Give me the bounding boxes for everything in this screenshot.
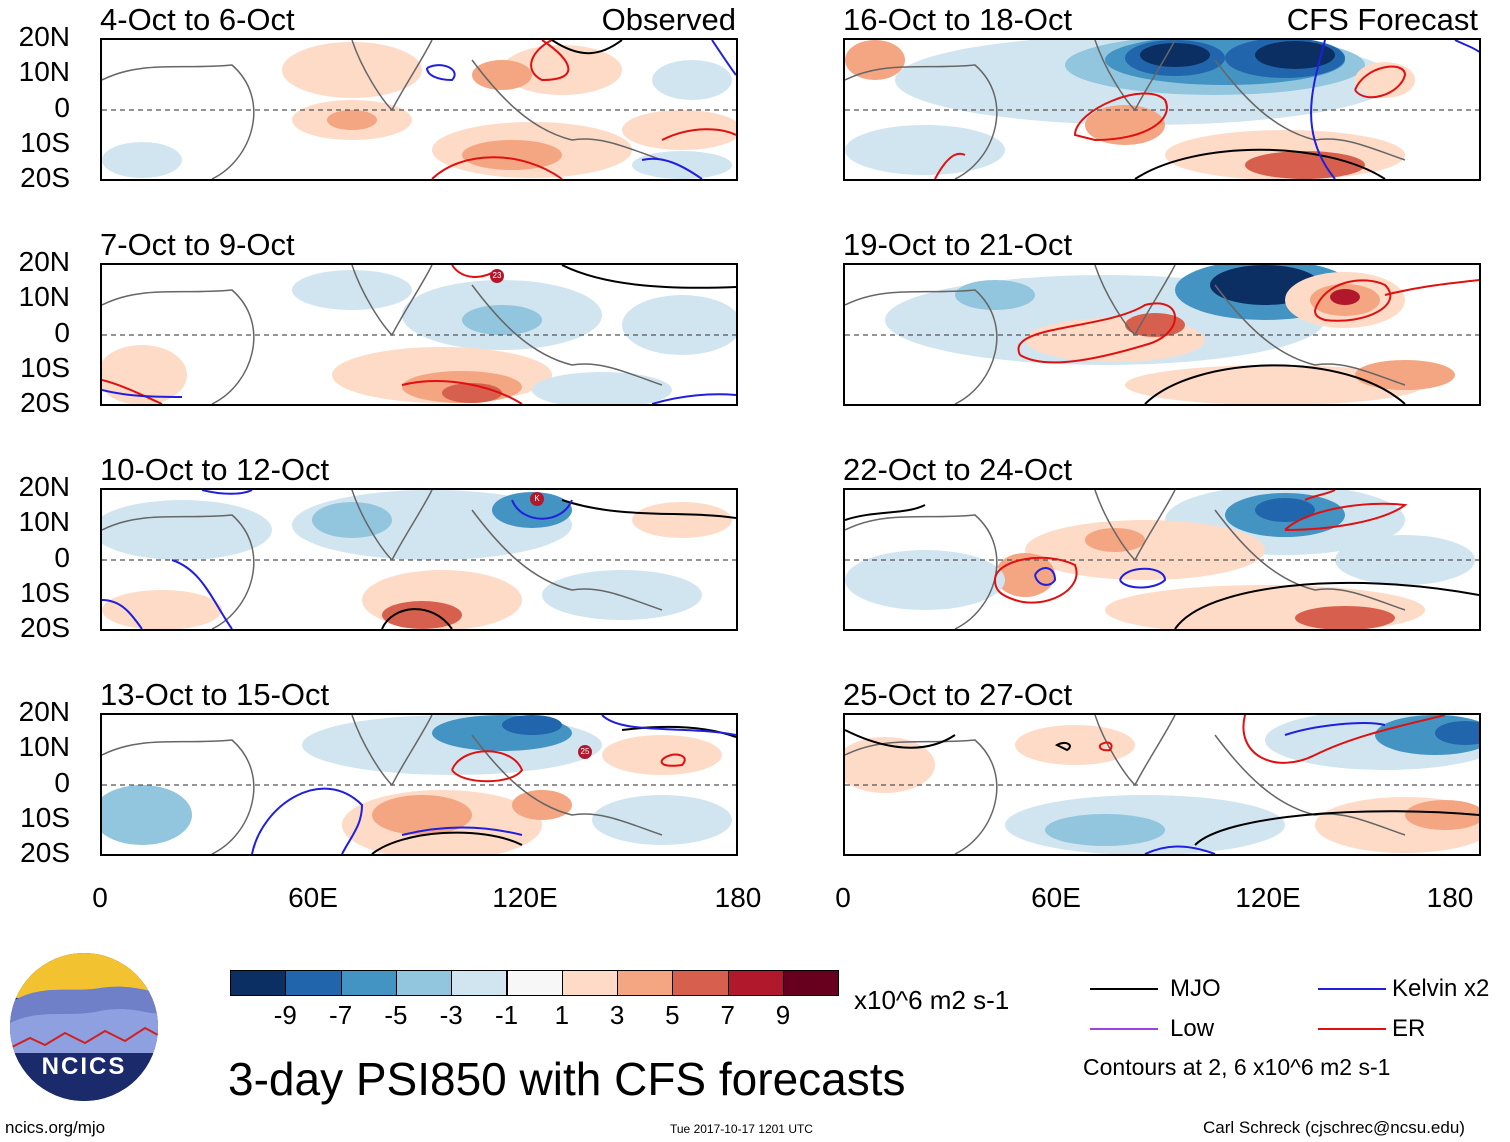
lat-label: 20N [18,246,70,277]
colorbar-swatch [561,970,619,996]
shading [102,270,736,404]
colorbar-swatch [451,970,508,996]
map-panel: 25 [100,713,738,856]
lat-label: 0 [54,92,70,123]
colorbar-tick-label: 7 [720,1000,735,1030]
lat-label: 20N [18,471,70,502]
timestamp: Tue 2017-10-17 1201 UTC [670,1122,813,1136]
lat-label: 10S [20,577,70,608]
panel-title: 10-Oct to 12-Oct [100,452,330,487]
map-panel [843,713,1481,856]
lon-label: 180 [1426,882,1474,913]
colorbar-tick-label: 3 [609,1000,625,1030]
lat-label: 20N [18,21,70,52]
er-label: ER [1392,1015,1426,1042]
storm-marker: K [530,492,544,506]
units-label: x10^6 m2 s-1 [854,985,1010,1015]
panel-title: 16-Oct to 18-Oct [843,2,1073,37]
lat-label: 10N [18,56,70,87]
logo-text: NCICS [41,1053,127,1080]
lat-label: 10N [18,731,70,762]
cfs-forecast-label: CFS Forecast [1286,2,1478,37]
panel-title: 4-Oct to 6-Oct [100,2,295,37]
lat-label: 20N [18,696,70,727]
colorbar-swatch [506,970,563,996]
colorbar-swatch [783,970,840,996]
low-label: Low [1170,1015,1215,1042]
shading [845,715,1479,854]
colorbar-swatch [285,970,342,996]
panel-title: 19-Oct to 21-Oct [843,227,1073,262]
colorbar-swatch [672,970,729,996]
contours-note: Contours at 2, 6 x10^6 m2 s-1 [1083,1054,1391,1080]
colorbar-tick-label: -5 [384,1000,408,1030]
panel-title: 7-Oct to 9-Oct [100,227,295,262]
low-line [1090,1028,1158,1030]
colorbar-tick-label: -7 [329,1000,353,1030]
lat-label: 10S [20,802,70,833]
lat-label: 0 [54,317,70,348]
colorbar-swatch [727,970,784,996]
main-title: 3-day PSI850 with CFS forecasts [228,1053,906,1105]
lon-label: 60E [1031,882,1081,913]
lon-label: 120E [492,882,558,913]
panel-title: 25-Oct to 27-Oct [843,677,1073,712]
lat-label: 10S [20,352,70,383]
colorbar-tick-label: 9 [775,1000,791,1030]
panel-title: 13-Oct to 15-Oct [100,677,330,712]
colorbar-tick-label: 5 [665,1000,680,1030]
website-link[interactable]: ncics.org/mjo [5,1118,106,1137]
lat-label: 20S [20,837,70,868]
lon-label: 0 [835,882,851,913]
colorbar-tick-label: -3 [439,1000,463,1030]
storm-marker: 25 [578,745,592,759]
map-panel [843,263,1481,406]
kelvin-line [1318,988,1386,990]
lon-label: 180 [714,882,762,913]
er-line [1318,1028,1386,1030]
map-panel: K [100,488,738,631]
lat-label: 0 [54,767,70,798]
map-panel [843,38,1481,181]
colorbar-tick-label: -9 [273,1000,297,1030]
lon-label: 120E [1235,882,1301,913]
author: Carl Schreck (cjschrec@ncsu.edu) [1203,1118,1465,1137]
panel-title: 22-Oct to 24-Oct [843,452,1073,487]
observed-label: Observed [601,2,736,37]
ncics-logo: NCICS [10,953,158,1101]
colorbar-swatch [617,970,674,996]
lat-label: 20S [20,162,70,193]
map-panel [100,38,738,181]
lat-label: 0 [54,542,70,573]
lat-label: 10N [18,506,70,537]
mjo-line [1090,988,1158,990]
mjo-label: MJO [1170,975,1221,1002]
kelvin-label: Kelvin x2 [1392,975,1490,1002]
colorbar-tick-label: 1 [554,1000,570,1030]
lat-label: 10S [20,127,70,158]
lat-label: 20S [20,612,70,643]
lon-label: 60E [288,882,338,913]
colorbar-swatch [230,970,287,996]
shading [102,490,732,629]
map-panel [843,488,1481,631]
map-panel: 23 [100,263,738,406]
lat-label: 20S [20,387,70,418]
storm-marker: 23 [490,269,504,283]
colorbar-tick-label: -1 [494,1000,519,1030]
shading [102,715,732,854]
colorbar-swatch [340,970,397,996]
lon-label: 0 [92,882,108,913]
lat-label: 10N [18,281,70,312]
colorbar-swatch [395,970,453,996]
